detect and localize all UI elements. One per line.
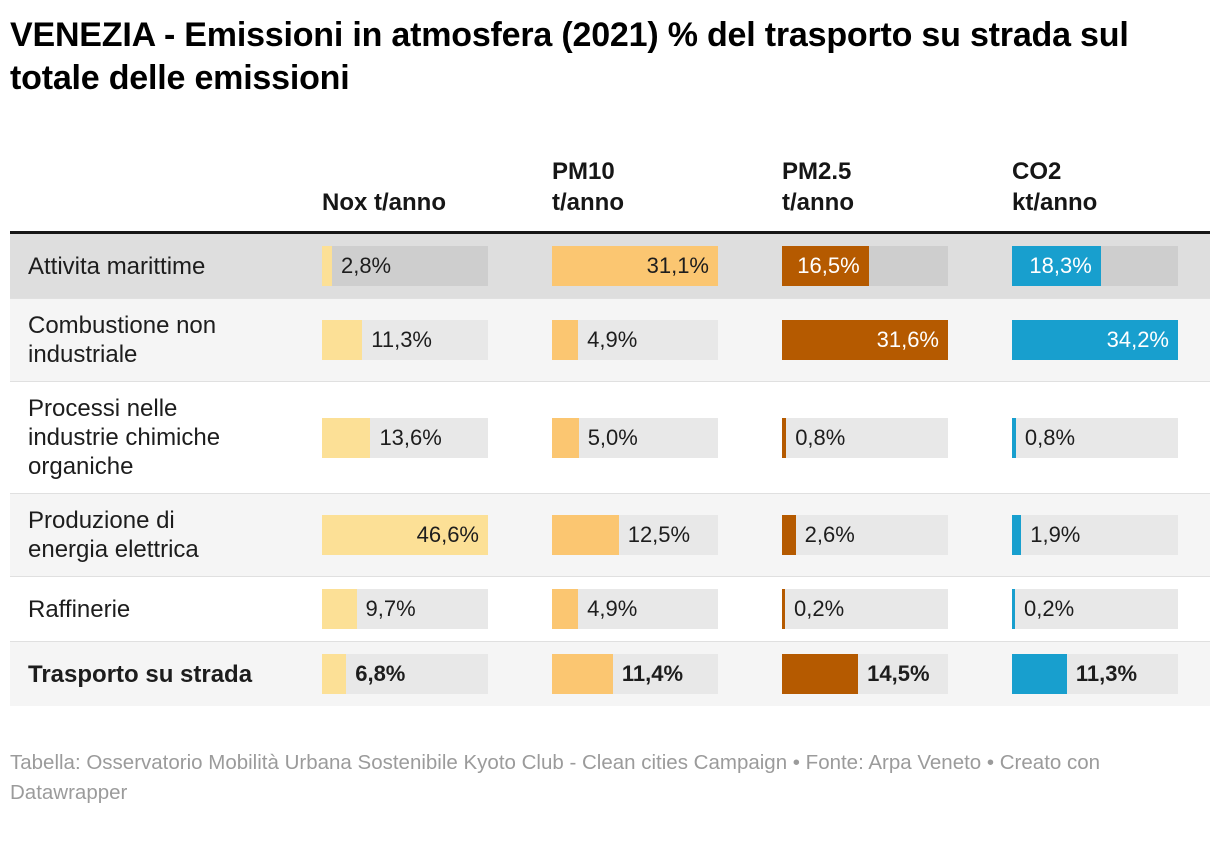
bar-value: 5,0% — [587, 424, 638, 450]
table-row: Raffinerie 9,7% 4,9% 0,2% 0,2% — [10, 576, 1210, 642]
bar-value: 0,8% — [1024, 424, 1076, 450]
bar — [782, 515, 796, 556]
bar-track: 11,4% — [552, 654, 718, 695]
bar — [552, 417, 579, 458]
bar — [782, 417, 787, 458]
bar-value: 31,1% — [646, 253, 709, 279]
table-row: Processi nelle industrie chimiche organi… — [10, 381, 1210, 494]
bar-value: 2,8% — [340, 253, 392, 279]
bar-track: 0,2% — [1012, 589, 1178, 630]
bar-value: 11,4% — [621, 661, 684, 687]
table-body: Attivita marittime 2,8% 31,1% 16,5% 18,3% Com… — [10, 231, 1210, 707]
bar-track: 0,8% — [1012, 417, 1178, 458]
bar-value: 12,5% — [627, 522, 691, 548]
bar-value: 46,6% — [416, 522, 479, 548]
bar-value: 4,9% — [587, 596, 638, 622]
bar: 31,1% — [552, 246, 718, 287]
bar — [552, 654, 613, 695]
table-row: Combustione non industriale 11,3% 4,9% 31,6… — [10, 298, 1210, 382]
bar — [322, 654, 347, 695]
bar-track: 4,9% — [552, 320, 718, 361]
bar — [1012, 515, 1022, 556]
bar-value: 18,3% — [1029, 253, 1092, 279]
bar-value: 1,9% — [1030, 522, 1081, 548]
row-label: Raffinerie — [28, 595, 131, 623]
bar-track: 9,7% — [322, 589, 488, 630]
bar-track: 0,2% — [782, 589, 948, 630]
bar: 46,6% — [322, 515, 488, 556]
column-header-nox: Nox t/anno — [322, 188, 446, 216]
bar-track: 31,1% — [552, 246, 718, 287]
bar: 18,3% — [1012, 246, 1101, 287]
bar-track: 2,6% — [782, 515, 948, 556]
bar — [1012, 417, 1016, 458]
row-label: Trasporto su strada — [28, 660, 253, 688]
row-label: Attivita marittime — [28, 252, 206, 280]
table-row: Produzione di energia elettrica 46,6% 12,5… — [10, 493, 1210, 577]
bar-value: 6,8% — [355, 661, 406, 687]
bar-value: 13,6% — [379, 424, 442, 450]
bar-track: 0,8% — [782, 417, 948, 458]
bar-value: 0,2% — [1024, 596, 1075, 622]
bar-track: 14,5% — [782, 654, 948, 695]
bar — [552, 320, 579, 361]
table-row: Trasporto su strada 6,8% 11,4% 14,5% 11,3% — [10, 641, 1210, 707]
bar — [782, 589, 785, 630]
bar-track: 13,6% — [322, 417, 488, 458]
bar — [552, 515, 619, 556]
chart-footer: Tabella: Osservatorio Mobilità Urbana So… — [10, 751, 1101, 804]
bar-track: 6,8% — [322, 654, 488, 695]
column-header-pm10: PM10 t/anno — [552, 157, 624, 216]
column-header-co2: CO2 kt/anno — [1012, 157, 1098, 216]
bar: 16,5% — [782, 246, 869, 287]
bar-value: 4,9% — [587, 327, 638, 353]
bar-value: 0,8% — [795, 424, 846, 450]
bar-track: 4,9% — [552, 589, 718, 630]
datawrapper-chart: VENEZIA - Emissioni in atmosfera (2021) … — [10, 16, 1210, 804]
bar — [1012, 654, 1067, 695]
bar — [322, 417, 371, 458]
bar-value: 0,2% — [794, 596, 845, 622]
bar — [322, 246, 332, 287]
row-label: Produzione di energia elettrica — [28, 507, 199, 564]
bar-track: 34,2% — [1012, 320, 1178, 361]
bar — [552, 589, 579, 630]
bar-track: 5,0% — [552, 417, 718, 458]
table-row: Attivita marittime 2,8% 31,1% 16,5% 18,3% — [10, 234, 1210, 299]
bar — [782, 654, 859, 695]
row-label: Combustione non industriale — [28, 312, 217, 369]
bar-value: 31,6% — [876, 327, 939, 353]
chart-title: VENEZIA - Emissioni in atmosfera (2021) … — [10, 16, 1129, 97]
column-header-pm25: PM2.5 t/anno — [782, 157, 854, 216]
bar-track: 46,6% — [322, 515, 488, 556]
bar-track: 1,9% — [1012, 515, 1178, 556]
bar — [322, 589, 357, 630]
bar: 31,6% — [782, 320, 948, 361]
bar — [322, 320, 363, 361]
bar-track: 18,3% — [1012, 246, 1178, 287]
row-label: Processi nelle industrie chimiche organi… — [28, 395, 221, 481]
bar-track: 2,8% — [322, 246, 488, 287]
bar-value: 9,7% — [365, 596, 416, 622]
bar-track: 11,3% — [322, 320, 488, 361]
bar-track: 31,6% — [782, 320, 948, 361]
table-header: Nox t/anno PM10 t/anno PM2.5 t/anno CO2 kt/… — [10, 156, 1210, 231]
bar-track: 16,5% — [782, 246, 948, 287]
bar-track: 12,5% — [552, 515, 718, 556]
bar-value: 2,6% — [804, 522, 855, 548]
bar-value: 16,5% — [797, 253, 860, 279]
bar-track: 11,3% — [1012, 654, 1178, 695]
bar — [1012, 589, 1015, 630]
bar: 34,2% — [1012, 320, 1178, 361]
bar-value: 11,3% — [1075, 661, 1138, 687]
bar-value: 14,5% — [867, 661, 930, 687]
bar-value: 34,2% — [1106, 327, 1169, 353]
bar-value: 11,3% — [371, 327, 432, 353]
